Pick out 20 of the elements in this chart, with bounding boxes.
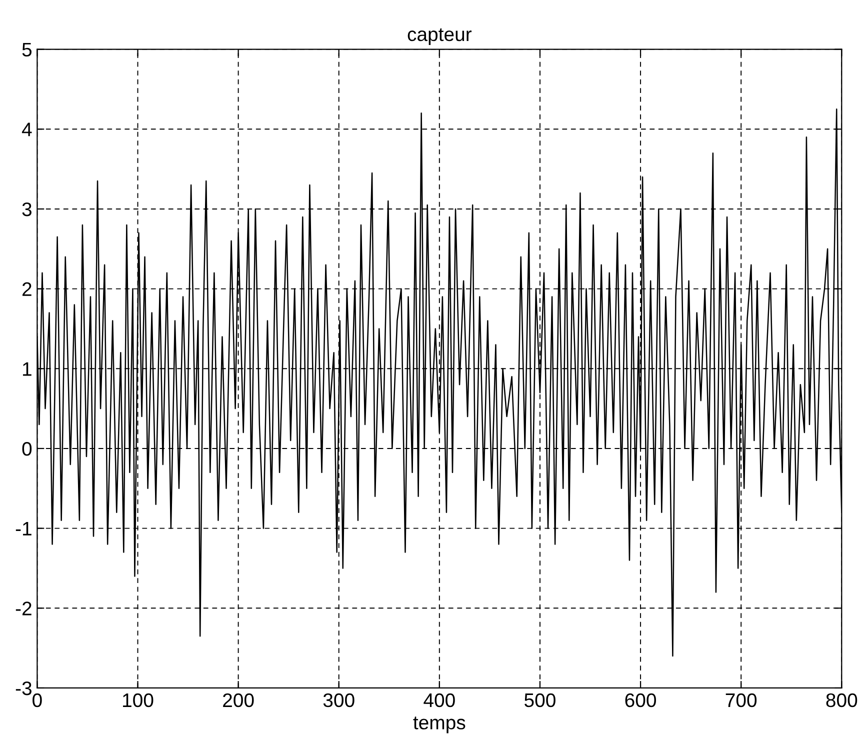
y-tick-label: -2 <box>16 602 32 616</box>
y-tick-label: -1 <box>16 522 32 536</box>
x-tick-label: 100 <box>123 693 154 708</box>
y-tick-label: 5 <box>22 42 32 57</box>
y-tick-label: -3 <box>16 681 32 696</box>
x-tick-label: 800 <box>826 693 858 708</box>
y-tick-label: 1 <box>23 362 32 376</box>
x-tick-label: 0 <box>32 693 42 708</box>
y-tick-label: 2 <box>22 282 32 296</box>
y-tick-label: 3 <box>22 202 32 216</box>
x-tick-label: 200 <box>223 693 254 708</box>
y-tick-label: 0 <box>22 442 32 456</box>
x-tick-label: 500 <box>524 693 556 708</box>
x-tick-label: 700 <box>726 693 757 708</box>
x-tick-label: 400 <box>424 693 455 708</box>
x-tick-label: 300 <box>323 693 354 708</box>
chart-title: capteur <box>408 28 472 46</box>
x-axis-title: temps <box>413 716 466 734</box>
y-tick-label: 4 <box>22 122 32 136</box>
x-tick-label: 600 <box>625 693 656 708</box>
